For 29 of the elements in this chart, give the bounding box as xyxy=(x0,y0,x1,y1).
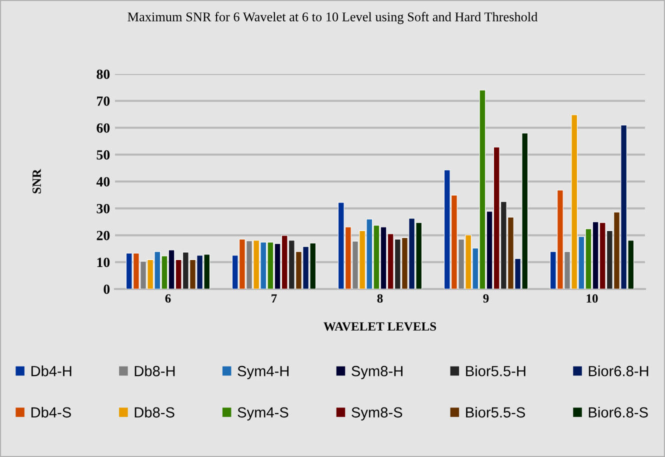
x-tick-label: 10 xyxy=(586,294,598,303)
legend-label: Db8-S xyxy=(134,406,174,418)
x-tick-label: 6 xyxy=(165,294,171,303)
x-tick-label: 8 xyxy=(377,294,383,303)
y-tick-label: 0 xyxy=(104,284,110,294)
x-axis-title: WAVELET LEVELS xyxy=(324,322,436,331)
legend-label: Db8-H xyxy=(134,366,175,376)
legend-label: Bior5.5-H xyxy=(466,366,526,376)
legend-label: Bior5.5-S xyxy=(466,406,525,418)
x-tick-label: 9 xyxy=(483,294,489,303)
y-tick-label: 20 xyxy=(96,230,110,240)
legend-label: Sym4-S xyxy=(238,407,288,420)
x-tick-label: 7 xyxy=(272,294,277,303)
legend-label: Bior6.8-S xyxy=(588,406,648,418)
legend-label: Db4-H xyxy=(31,366,72,376)
y-tick-label: 30 xyxy=(96,204,110,214)
y-tick-label: 10 xyxy=(97,258,110,268)
legend-label: Sym8-H xyxy=(352,366,402,380)
legend-label: Bior6.8-H xyxy=(588,366,648,376)
chart-title: Maximum SNR for 6 Wavelet at 6 to 10 Level using Soft and Hard Threshold xyxy=(128,12,538,24)
y-tick-label: 50 xyxy=(96,150,110,160)
y-axis-title: SNR xyxy=(32,168,41,194)
legend-label: Db4-S xyxy=(31,406,71,418)
y-tick-label: 80 xyxy=(96,70,110,79)
y-tick-label: 70 xyxy=(97,96,110,106)
legend-label: Sym8-S xyxy=(352,407,402,420)
y-tick-label: 40 xyxy=(96,177,110,186)
legend-label: Sym4-H xyxy=(238,366,289,380)
y-tick-label: 60 xyxy=(96,123,110,133)
